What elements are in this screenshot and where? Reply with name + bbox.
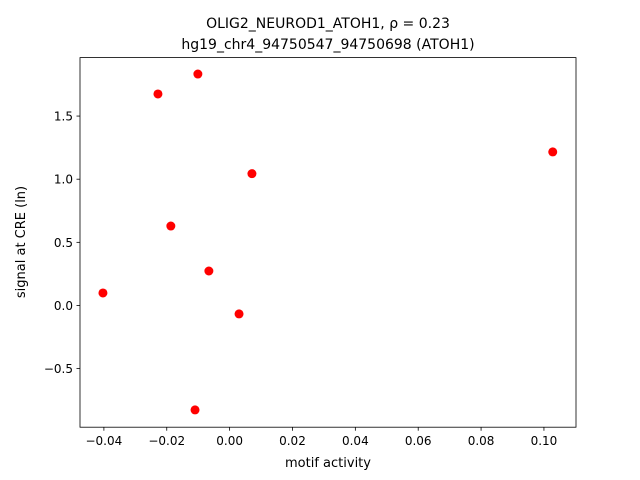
y-tick-label: 0.0 [54,299,73,313]
x-tick-label: 0.06 [405,434,432,448]
x-tick-label: −0.04 [85,434,122,448]
point [234,309,244,319]
y-tick-label: 1.5 [54,110,73,124]
point [190,405,200,415]
chart-subtitle: hg19_chr4_94750547_94750698 (ATOH1) [181,37,474,53]
point [247,169,257,179]
chart-title: OLIG2_NEUROD1_ATOH1, ρ = 0.23 [206,16,450,32]
y-tick-label: 0.5 [54,236,73,250]
x-tick-label: 0.04 [342,434,369,448]
x-axis-label: motif activity [285,456,371,471]
y-tick-label: −0.5 [44,362,73,376]
x-tick-label: 0.10 [531,434,558,448]
x-tick-label: −0.02 [148,434,185,448]
point [153,89,163,99]
point [548,147,558,157]
plot-frame [79,57,577,428]
point [98,288,108,298]
x-tick-label: 0.02 [279,434,306,448]
x-tick-label: 0.08 [468,434,495,448]
point [166,221,176,231]
point [193,69,203,79]
point [204,266,214,276]
x-tick-label: 0.00 [216,434,243,448]
y-tick-label: 1.0 [54,173,73,187]
y-axis-label: signal at CRE (ln) [14,186,29,298]
